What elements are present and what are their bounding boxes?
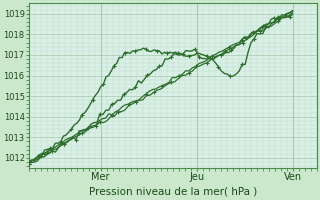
X-axis label: Pression niveau de la mer( hPa ): Pression niveau de la mer( hPa ) (89, 187, 257, 197)
